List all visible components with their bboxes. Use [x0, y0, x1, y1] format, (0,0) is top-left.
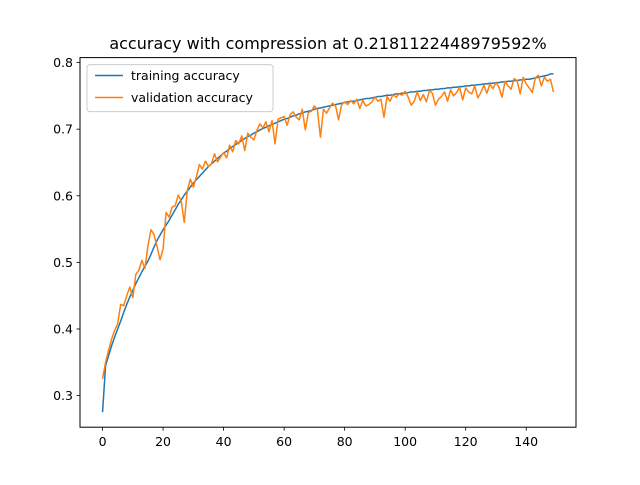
legend-label-training: training accuracy: [131, 68, 240, 83]
x-tick-label: 20: [155, 434, 171, 449]
y-tick-label: 0.3: [53, 388, 73, 403]
legend: training accuracy validation accuracy: [86, 64, 274, 113]
series-layer: [101, 73, 555, 413]
series-line-training-accuracy: [101, 73, 554, 413]
y-tick-label: 0.8: [53, 55, 73, 70]
x-tick-label: 120: [454, 434, 478, 449]
x-tick-label: 40: [216, 434, 232, 449]
x-tick-label: 140: [514, 434, 538, 449]
legend-box: [86, 64, 274, 113]
y-tick-label: 0.4: [53, 321, 73, 336]
x-tick-label: 60: [276, 434, 292, 449]
y-tick-label: 0.7: [53, 122, 73, 137]
chart-title: accuracy with compression at 0.218112244…: [109, 34, 546, 53]
plot-area-frame: [79, 57, 577, 428]
series-line-validation-accuracy: [101, 74, 555, 380]
y-axis: 0.3 0.4 0.5 0.6 0.7 0.8: [53, 55, 80, 403]
legend-label-validation: validation accuracy: [131, 90, 254, 105]
x-tick-label: 100: [393, 434, 417, 449]
x-tick-label: 80: [337, 434, 353, 449]
x-axis: 0 20 40 60 80 100 120 140: [99, 427, 538, 449]
x-tick-label: 0: [99, 434, 107, 449]
y-tick-label: 0.6: [53, 188, 73, 203]
y-tick-label: 0.5: [53, 255, 73, 270]
